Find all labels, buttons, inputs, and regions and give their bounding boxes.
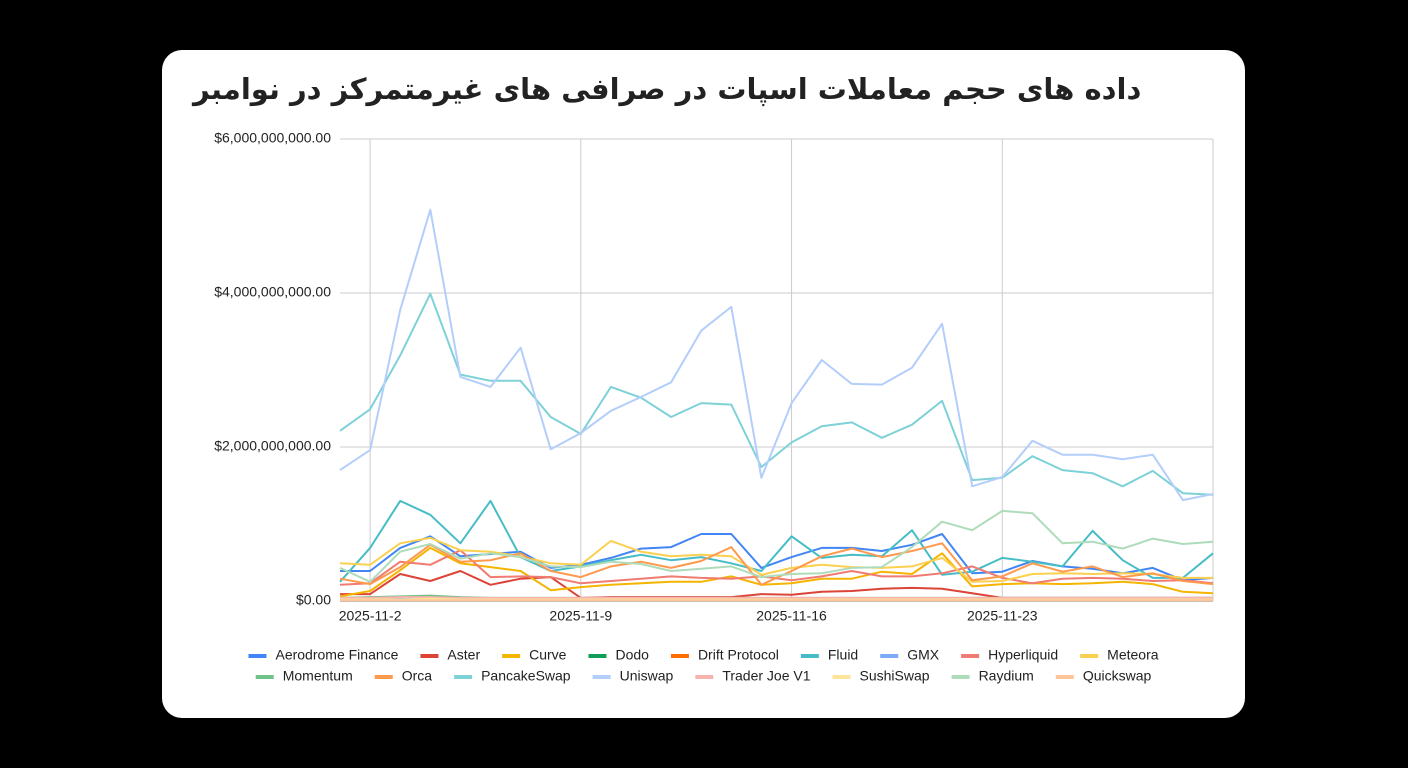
legend-swatch — [420, 654, 439, 658]
legend-label: SushiSwap — [860, 668, 930, 684]
y-tick-label: $2,000,000,000.00 — [214, 438, 331, 454]
y-tick-label: $0.00 — [296, 592, 331, 608]
legend-swatch — [800, 654, 819, 658]
x-tick-label: 2025-11-9 — [549, 608, 612, 624]
series-line — [339, 292, 1214, 496]
legend-label: Orca — [402, 668, 433, 684]
legend-swatch — [1055, 675, 1074, 679]
legend-row: Aerodrome Finance Aster Curve Dodo Drift Pro… — [248, 647, 1159, 663]
legend-row: Momentum Orca PancakeSwap Uniswap Trader Joe… — [255, 668, 1152, 684]
legend-label: Trader Joe V1 — [722, 668, 810, 684]
legend-swatch — [592, 675, 611, 679]
legend-label: Aster — [447, 647, 480, 663]
legend-label: Uniswap — [620, 668, 674, 684]
x-tick-label: 2025-11-16 — [756, 608, 827, 624]
legend-swatch — [248, 654, 267, 658]
legend-swatch — [454, 675, 473, 679]
legend-swatch — [588, 654, 607, 658]
x-tick-label: 2025-11-23 — [967, 608, 1038, 624]
legend-swatch — [670, 654, 689, 658]
legend-label: Dodo — [615, 647, 649, 663]
series-line — [339, 536, 1213, 583]
legend-label: Curve — [529, 647, 567, 663]
legend-label: Raydium — [979, 668, 1034, 684]
x-tick-label: 2025-11-2 — [339, 608, 402, 624]
series-line — [339, 208, 1214, 502]
legend-label: Quickswap — [1083, 668, 1152, 684]
legend-swatch — [951, 675, 970, 679]
legend-swatch — [961, 654, 980, 658]
series-line — [340, 596, 1213, 599]
legend-label: Fluid — [828, 647, 858, 663]
legend-label: Meteora — [1107, 647, 1159, 663]
card — [162, 50, 1245, 718]
legend-swatch — [255, 675, 274, 679]
series-line — [339, 546, 1214, 598]
legend-label: Drift Protocol — [698, 647, 779, 663]
legend-label: GMX — [907, 647, 940, 663]
legend-swatch — [1080, 654, 1099, 658]
legend-swatch — [502, 654, 521, 658]
chart-title: داده های حجم معاملات اسپات در صرافی های … — [193, 72, 1142, 106]
y-tick-label: $6,000,000,000.00 — [214, 130, 331, 146]
legend-swatch — [695, 675, 714, 679]
legend-swatch — [880, 654, 899, 658]
series-line — [339, 509, 1214, 583]
legend-label: Momentum — [283, 668, 353, 684]
y-tick-label: $4,000,000,000.00 — [214, 284, 331, 300]
legend-label: Hyperliquid — [988, 647, 1058, 663]
legend-label: PancakeSwap — [481, 668, 571, 684]
legend-label: Aerodrome Finance — [275, 647, 398, 663]
series-line — [339, 499, 1214, 583]
legend-swatch — [374, 675, 393, 679]
legend-swatch — [832, 675, 851, 679]
series-line — [339, 542, 1214, 586]
